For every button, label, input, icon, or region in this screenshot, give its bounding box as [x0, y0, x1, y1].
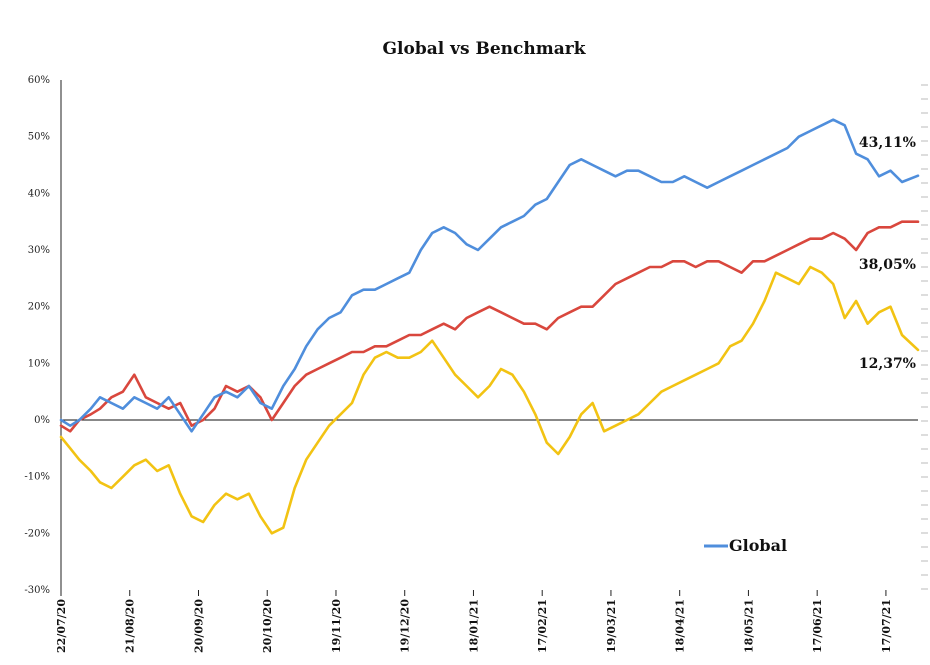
right-edge-dashes: [921, 84, 928, 590]
chart-title: Global vs Benchmark: [383, 39, 587, 59]
x-tick-label: 17/06/21: [811, 599, 824, 653]
end-labels: 43,11% 38,05% 12,37%: [859, 135, 916, 372]
legend: Global: [704, 536, 787, 555]
y-tick-label: 10%: [28, 358, 50, 369]
x-tick-label: 19/11/20: [330, 599, 343, 653]
x-tick-label: 18/05/21: [742, 599, 755, 653]
y-tick-label: 0%: [34, 415, 50, 426]
x-tick-label: 20/09/20: [192, 599, 205, 653]
x-tick-label: 20/10/20: [261, 599, 274, 653]
x-tick-label: 19/12/20: [399, 599, 412, 653]
x-tick-label: 18/01/21: [467, 599, 480, 653]
series-lines: [59, 118, 920, 535]
x-tick-label: 17/07/21: [880, 599, 893, 653]
y-tick-label: 30%: [28, 245, 50, 256]
end-label: 38,05%: [859, 257, 916, 273]
x-tick-label: 19/03/21: [605, 599, 618, 653]
y-tick-label: 40%: [28, 188, 50, 199]
legend-label-global: Global: [729, 536, 787, 555]
series-line-2: [59, 265, 920, 535]
y-tick-label: 60%: [28, 75, 50, 86]
y-tick-label: -10%: [24, 472, 50, 483]
y-tick-label: 20%: [28, 302, 50, 313]
series-line-1: [59, 220, 920, 433]
end-label: 12,37%: [859, 356, 916, 372]
x-tick-label: 22/07/20: [55, 599, 68, 653]
y-tick-label: -20%: [24, 528, 50, 539]
x-tick-label: 17/02/21: [536, 599, 549, 653]
y-axis-ticks: 60% 50% 40% 30% 20% 10% 0% -10% -20% -30%: [24, 75, 50, 596]
x-tick-label: 18/04/21: [674, 599, 687, 653]
x-axis-ticks: 22/07/20 21/08/20 20/09/20 20/10/20 19/11/20…: [55, 590, 893, 653]
x-tick-label: 21/08/20: [124, 599, 137, 653]
y-tick-label: 50%: [28, 132, 50, 143]
y-tick-label: -30%: [24, 585, 50, 596]
end-label: 43,11%: [859, 135, 916, 151]
series-line-0: [59, 118, 920, 433]
